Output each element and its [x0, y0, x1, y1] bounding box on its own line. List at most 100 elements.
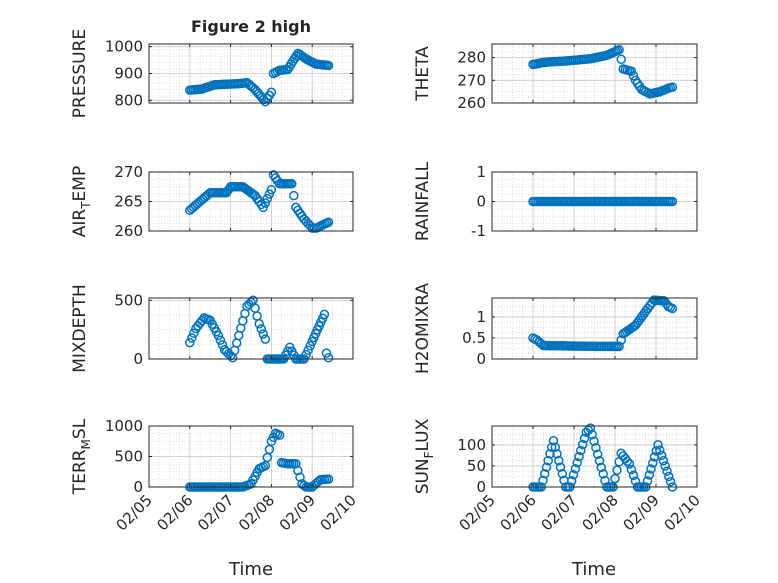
data-point [538, 475, 548, 486]
data-point [566, 476, 577, 486]
data-point [616, 335, 626, 345]
data-point [587, 429, 597, 440]
y-tick-label: 50 [467, 457, 486, 475]
data-point [539, 469, 550, 479]
data-point [570, 464, 581, 474]
y-axis-label: H2OMIXRA [413, 283, 433, 374]
y-tick-label: 1 [476, 163, 486, 181]
y-axis-label: THETA [413, 46, 433, 102]
data-point [323, 353, 334, 363]
data-point [664, 471, 674, 482]
data-point [185, 337, 195, 348]
data-point [256, 324, 266, 334]
data-point [572, 457, 582, 468]
y-tick-label: 270 [114, 163, 143, 181]
data-point [541, 462, 552, 472]
data-point [303, 345, 313, 355]
data-point [579, 433, 590, 444]
y-tick-label: 0 [133, 350, 143, 368]
data-point [624, 459, 635, 469]
data-point [596, 462, 607, 473]
y-tick-label: 800 [114, 91, 143, 109]
data-point [626, 464, 637, 475]
data-point [305, 341, 315, 351]
panel-mixdepth: 0 500 MIXDEPTH [70, 284, 354, 373]
y-tick-label: 1 [476, 308, 486, 326]
x-axis-label-left: Time [228, 559, 273, 580]
y-tick-label: 1000 [105, 417, 143, 435]
y-tick-label: 265 [114, 193, 143, 211]
data-point [667, 303, 678, 314]
data-point [655, 445, 665, 455]
data-point [545, 449, 555, 459]
data-point [589, 436, 599, 446]
y-tick-label: 270 [457, 71, 486, 89]
y-axis-label: TERRMSL [70, 418, 93, 495]
data-point [266, 87, 277, 98]
data-point [658, 455, 669, 466]
data-point [552, 449, 562, 459]
data-point [293, 465, 303, 476]
data-point [323, 474, 334, 484]
y-axis-label: AIRTEMP [70, 166, 93, 237]
data-point [258, 329, 268, 339]
data-point [642, 476, 653, 486]
data-point [258, 202, 268, 213]
data-point [612, 465, 622, 475]
data-point [543, 455, 553, 466]
data-point [546, 442, 557, 453]
data-point [574, 451, 584, 462]
data-point [295, 472, 305, 482]
panel-air_temp: 260 265 270 AIRTEMP [70, 163, 354, 240]
data-point [665, 476, 676, 487]
data-point [554, 455, 564, 466]
y-tick-label: 500 [114, 448, 143, 466]
data-point [557, 469, 568, 479]
panel-rainfall: -1 0 1 RAINFALL [413, 161, 698, 241]
data-point [577, 439, 588, 450]
data-point [662, 466, 672, 476]
data-point [287, 179, 297, 189]
data-point [591, 442, 601, 453]
y-tick-label: 900 [114, 65, 143, 83]
y-tick-label: 260 [114, 222, 143, 240]
data-point [217, 340, 228, 350]
data-point [646, 464, 656, 474]
y-tick-label: 260 [457, 94, 486, 112]
panel-h2omixra: 0 0.5 1 H2OMIXRA [413, 283, 698, 374]
data-point [266, 184, 277, 195]
data-point [323, 60, 334, 71]
data-point [616, 54, 626, 65]
axes-box [148, 297, 354, 360]
data-point [291, 459, 301, 469]
data-point [323, 217, 334, 227]
x-axis-label-right: Time [571, 559, 616, 580]
y-tick-label: 0.5 [462, 329, 486, 347]
y-tick-label: 0 [476, 193, 486, 211]
data-point [550, 442, 561, 453]
y-tick-label: 0 [476, 478, 486, 496]
data-point [289, 190, 299, 201]
data-point [262, 193, 273, 204]
data-point [264, 189, 275, 199]
data-point [189, 328, 199, 338]
figure-title: Figure 2 high [191, 17, 311, 36]
data-point [274, 430, 285, 440]
data-point [667, 82, 678, 92]
data-point [576, 445, 586, 456]
y-tick-label: 1000 [105, 38, 143, 56]
axes-box [491, 425, 698, 488]
data-point [321, 348, 332, 358]
data-point [648, 458, 658, 468]
data-point [626, 66, 637, 76]
data-point [548, 435, 559, 446]
y-axis-label: RAINFALL [413, 161, 433, 241]
data-point [660, 461, 670, 471]
data-point [260, 334, 271, 344]
data-point [644, 470, 655, 480]
data-point [187, 333, 197, 343]
panel-theta: 260 270 280 THETA [413, 43, 698, 112]
data-point [610, 473, 620, 484]
data-point [628, 470, 639, 481]
